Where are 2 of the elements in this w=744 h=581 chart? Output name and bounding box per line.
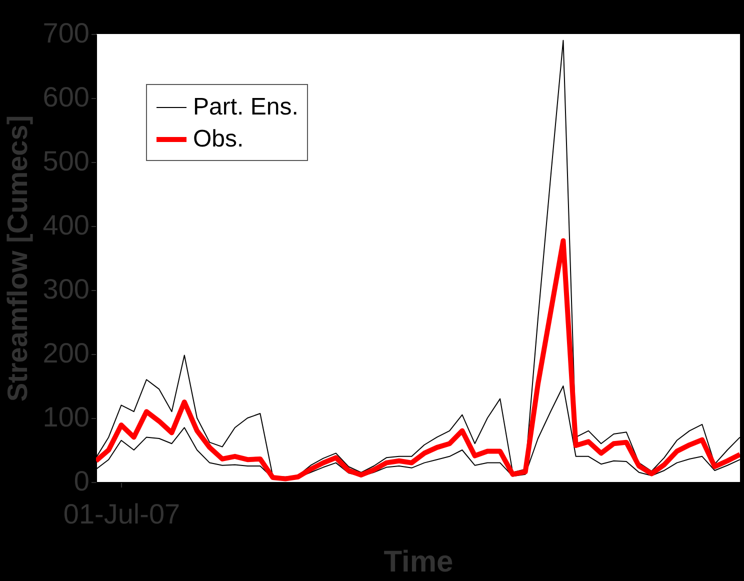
legend-label: Obs. — [193, 126, 244, 152]
legend-label: Part. Ens. — [193, 94, 298, 120]
